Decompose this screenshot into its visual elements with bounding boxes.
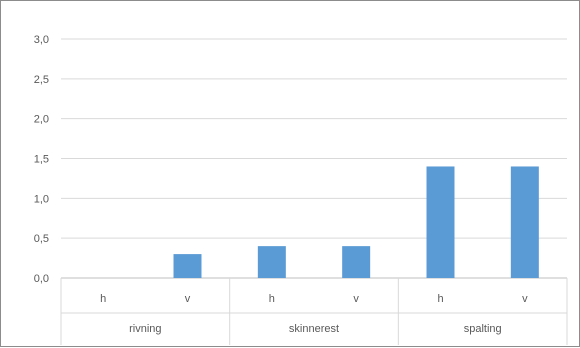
y-tick-label: 2,5: [34, 74, 49, 86]
group-label: rivning: [129, 323, 161, 335]
category-label: v: [353, 293, 359, 305]
y-tick-label: 0,0: [34, 273, 49, 285]
group-label: spalting: [464, 323, 502, 335]
category-label: h: [100, 293, 106, 305]
category-label: v: [185, 293, 191, 305]
bar: [173, 254, 202, 278]
y-tick-label: 1,5: [34, 154, 49, 166]
bar: [342, 246, 371, 278]
category-label: h: [269, 293, 275, 305]
bar: [426, 166, 455, 278]
y-tick-label: 0,5: [34, 233, 49, 245]
y-tick-label: 3,0: [34, 34, 49, 46]
bar: [510, 166, 539, 278]
y-tick-label: 1,0: [34, 193, 49, 205]
category-label: h: [437, 293, 443, 305]
bar: [257, 246, 286, 278]
category-label: v: [522, 293, 528, 305]
group-label: skinnerest: [289, 323, 339, 335]
y-tick-label: 2,0: [34, 114, 49, 126]
